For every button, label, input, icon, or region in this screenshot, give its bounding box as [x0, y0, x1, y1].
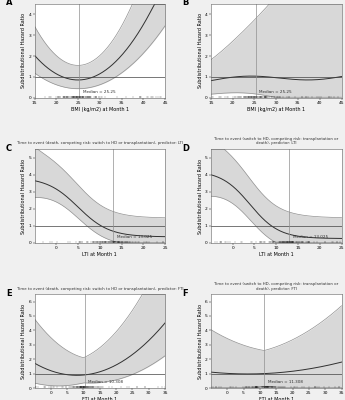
Text: Median = 13.025: Median = 13.025 [293, 235, 328, 239]
Text: Median = 11.308: Median = 11.308 [268, 380, 303, 384]
X-axis label: LTI at Month 1: LTI at Month 1 [82, 252, 117, 257]
Text: Median = 25.25: Median = 25.25 [83, 90, 116, 94]
Text: C: C [6, 144, 12, 152]
Text: B: B [182, 0, 188, 7]
Y-axis label: Subdistributional Hazard Ratio: Subdistributional Hazard Ratio [198, 13, 203, 88]
X-axis label: LTI at Month 1: LTI at Month 1 [259, 252, 294, 257]
Text: Time to event (switch to HD, competing risk: transplantation or death), predicto: Time to event (switch to HD, competing r… [214, 137, 338, 146]
Y-axis label: Subdistributional Hazard Ratio: Subdistributional Hazard Ratio [21, 304, 26, 379]
Y-axis label: Subdistributional Hazard Ratio: Subdistributional Hazard Ratio [198, 304, 203, 379]
X-axis label: BMI (kg/m2) at Month 1: BMI (kg/m2) at Month 1 [71, 107, 129, 112]
Text: Median = 10.308: Median = 10.308 [88, 380, 124, 384]
X-axis label: BMI (kg/m2) at Month 1: BMI (kg/m2) at Month 1 [247, 107, 305, 112]
Text: A: A [6, 0, 12, 7]
Text: F: F [182, 289, 188, 298]
Text: E: E [6, 289, 11, 298]
Y-axis label: Subdistributional Hazard Ratio: Subdistributional Hazard Ratio [21, 13, 27, 88]
Y-axis label: Subdistributional Hazard Ratio: Subdistributional Hazard Ratio [21, 158, 26, 234]
Y-axis label: Subdistributional Hazard Ratio: Subdistributional Hazard Ratio [198, 158, 203, 234]
Text: Median = 13.025: Median = 13.025 [117, 235, 152, 239]
X-axis label: FTI at Month 1: FTI at Month 1 [259, 397, 294, 400]
Text: Time to event (switch to HD, competing risk: transplantation or death), predicto: Time to event (switch to HD, competing r… [214, 282, 338, 290]
Text: Time to event (death, competing risk: switch to HD or transplantation), predicto: Time to event (death, competing risk: sw… [17, 142, 183, 146]
Text: Median = 25.25: Median = 25.25 [259, 90, 292, 94]
Text: D: D [182, 144, 189, 152]
Text: Time to event (death, competing risk: switch to HD or transplantation), predicto: Time to event (death, competing risk: sw… [17, 286, 183, 290]
X-axis label: FTI at Month 1: FTI at Month 1 [82, 397, 117, 400]
